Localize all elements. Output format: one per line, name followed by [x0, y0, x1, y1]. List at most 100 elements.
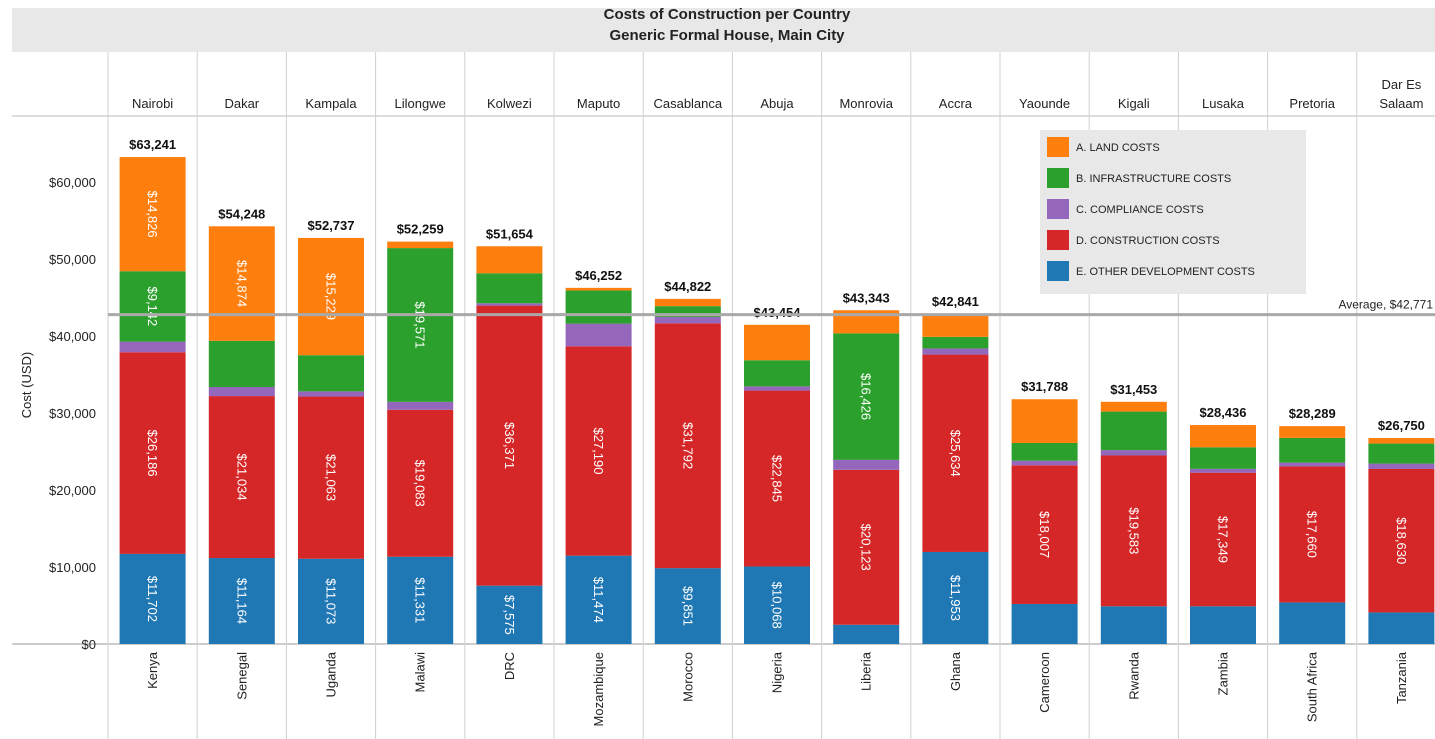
bar-segment — [208, 558, 275, 644]
city-label: Monrovia — [839, 96, 893, 111]
bar-total-label: $54,248 — [218, 206, 265, 221]
bar-segment — [208, 340, 275, 388]
legend-entry: D. CONSTRUCTION COSTS — [1076, 235, 1220, 247]
legend-swatch — [1047, 137, 1069, 157]
bar-total-label: $28,436 — [1200, 405, 1247, 420]
country-label: Kenya — [145, 651, 160, 689]
country-label: DRC — [502, 652, 517, 680]
bar-segment — [1011, 603, 1078, 644]
country-label: Uganda — [324, 651, 339, 697]
bar-segment — [654, 323, 721, 569]
bar-segment — [119, 271, 186, 342]
city-label: Kampala — [305, 96, 357, 111]
segment-value-label: $17,349 — [1216, 516, 1231, 563]
segment-value-label: $21,063 — [324, 454, 339, 501]
bar-segment — [922, 551, 989, 644]
bar-segment — [1279, 437, 1346, 463]
bar-segment — [1190, 606, 1256, 644]
segment-value-label: $11,331 — [413, 577, 428, 623]
segment-value-label: $20,123 — [859, 524, 874, 571]
bar-segment — [208, 226, 275, 341]
bar-segment — [119, 352, 186, 554]
chart-subtitle: Generic Formal House, Main City — [609, 27, 845, 44]
segment-value-label: $11,164 — [234, 578, 249, 624]
segment-value-label: $22,845 — [770, 455, 785, 502]
bar-segment — [744, 390, 810, 567]
bar-total-label: $51,654 — [486, 226, 534, 241]
legend-swatch — [1047, 261, 1069, 281]
y-tick-label: $0 — [82, 637, 96, 652]
segment-value-label: $19,083 — [413, 460, 428, 507]
bar-segment — [654, 298, 721, 307]
bar-total-label: $42,841 — [932, 294, 979, 309]
segment-value-label: $26,186 — [145, 430, 160, 477]
city-label: Salaam — [1379, 96, 1423, 111]
bar-segment — [476, 303, 543, 306]
legend-background — [1040, 130, 1306, 294]
segment-value-label: $18,007 — [1037, 511, 1052, 558]
title-band — [12, 8, 1435, 52]
city-label: Pretoria — [1289, 96, 1335, 111]
city-label: Dakar — [224, 96, 259, 111]
segment-value-label: $9,142 — [145, 287, 160, 327]
y-tick-label: $10,000 — [49, 560, 96, 575]
bar-segment — [922, 348, 989, 355]
city-label: Dar Es — [1382, 77, 1422, 92]
city-label: Maputo — [577, 96, 620, 111]
bar-segment — [476, 273, 543, 304]
legend-entry: A. LAND COSTS — [1076, 142, 1160, 154]
bar-segment — [1190, 472, 1256, 607]
bar-segment — [298, 355, 364, 392]
city-label: Lusaka — [1202, 96, 1245, 111]
bar-segment — [476, 305, 543, 586]
bar-segment — [565, 323, 632, 347]
bar-segment — [922, 336, 989, 349]
city-label: Lilongwe — [395, 96, 446, 111]
bar-total-label: $43,454 — [754, 305, 802, 320]
segment-value-label: $11,073 — [324, 578, 339, 624]
segment-value-label: $19,571 — [413, 301, 428, 348]
bar-total-label: $31,453 — [1110, 382, 1157, 397]
average-line-group: Average, $42,771 — [108, 298, 1435, 317]
bar-total-label: $28,289 — [1289, 406, 1336, 421]
bar-segment — [833, 624, 900, 644]
segment-value-label: $15,229 — [324, 273, 339, 320]
legend-swatch — [1047, 230, 1069, 250]
legend-entry: C. COMPLIANCE COSTS — [1076, 204, 1204, 216]
bar-segment — [1279, 602, 1346, 644]
bar-segment — [1011, 399, 1078, 443]
bar-segment — [565, 346, 632, 556]
bar-segment — [387, 401, 454, 410]
bar-segment — [208, 387, 275, 397]
bar-segment — [833, 469, 900, 625]
country-label: Liberia — [859, 651, 874, 691]
segment-value-label: $36,371 — [502, 422, 517, 469]
bar-segment — [1011, 460, 1078, 466]
segment-value-label: $11,702 — [145, 576, 160, 622]
segment-value-label: $10,068 — [770, 582, 785, 629]
bar-segment — [744, 360, 810, 387]
bar-total-label: $43,343 — [843, 290, 890, 305]
bar-segment — [654, 306, 721, 317]
bar-segment — [654, 568, 721, 644]
bar-segment — [208, 396, 275, 559]
segment-value-label: $7,575 — [502, 595, 517, 635]
y-tick-label: $50,000 — [49, 252, 96, 267]
city-label: Accra — [939, 96, 973, 111]
bar-segment — [298, 396, 364, 559]
country-label: Cameroon — [1037, 652, 1052, 713]
bar-total-label: $46,252 — [575, 268, 622, 283]
bar-total-label: $52,737 — [308, 218, 355, 233]
bar-segment — [387, 241, 454, 249]
bar-segment — [1190, 468, 1256, 473]
bar-segment — [744, 386, 810, 391]
bar-segment — [744, 566, 810, 644]
segment-value-label: $11,953 — [948, 575, 963, 621]
average-label: Average, $42,771 — [1338, 298, 1433, 312]
segment-value-label: $21,034 — [234, 454, 249, 501]
bar-segment — [565, 287, 632, 291]
country-label: Morocco — [680, 652, 695, 702]
bar-segment — [1368, 438, 1435, 444]
y-tick-label: $30,000 — [49, 406, 96, 421]
legend-swatch — [1047, 199, 1069, 219]
